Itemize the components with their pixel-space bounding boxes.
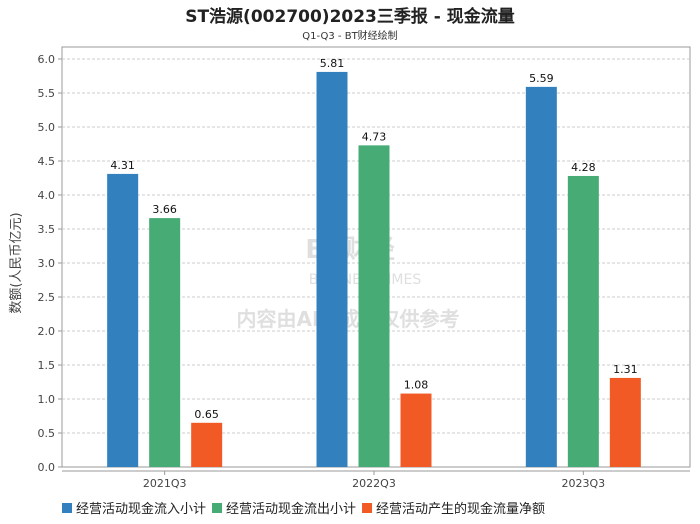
legend-label: 经营活动现金流入小计 [76,501,206,517]
y-tick-label: 5.0 [38,121,56,134]
legend-swatch [212,503,223,513]
data-label: 3.66 [152,203,177,216]
y-tick-label: 4.5 [38,155,56,168]
data-label: 4.28 [571,161,596,174]
bar [525,86,557,467]
bar [609,377,641,467]
data-label: 1.08 [404,379,429,392]
bar [149,218,181,467]
y-tick-label: 6.0 [38,53,56,66]
bar [316,71,348,468]
data-label: 0.65 [194,408,219,421]
data-label: 5.59 [529,72,554,85]
x-tick-label: 2021Q3 [143,477,187,490]
bar [400,393,432,467]
y-tick-label: 5.5 [38,87,56,100]
y-axis-label: 数额(人民币亿元) [9,212,24,313]
bar [191,422,223,467]
y-tick-label: 0.5 [38,427,56,440]
y-tick-label: 3.0 [38,257,56,270]
legend-label: 经营活动现金流出小计 [226,501,356,517]
legend-label: 经营活动产生的现金流量净额 [376,501,545,517]
x-tick-label: 2023Q3 [562,477,606,490]
x-tick-label: 2022Q3 [352,477,396,490]
bar [358,145,390,468]
y-tick-label: 2.5 [38,291,56,304]
chart-title: ST浩源(002700)2023三季报 - 现金流量 [185,6,515,27]
watermark: BT财经 BUSINESSTIMES 内容由AI生成，仅供参考 [237,234,460,331]
data-label: 4.31 [110,159,135,172]
y-tick-label: 2.0 [38,325,56,338]
data-label: 4.73 [362,130,387,143]
bar [107,173,139,468]
watermark-notice: 内容由AI生成，仅供参考 [237,307,460,331]
data-label: 5.81 [320,57,345,70]
legend-swatch [62,503,72,513]
y-tick-label: 0.0 [38,461,56,474]
chart-subtitle: Q1-Q3 - BT财经绘制 [302,29,397,42]
bar [567,175,599,467]
y-tick-label: 3.5 [38,223,56,236]
legend-swatch [362,503,373,513]
y-tick-label: 1.5 [38,359,56,372]
data-label: 1.31 [613,363,638,376]
y-tick-label: 4.0 [38,189,56,202]
y-tick-label: 1.0 [38,393,56,406]
